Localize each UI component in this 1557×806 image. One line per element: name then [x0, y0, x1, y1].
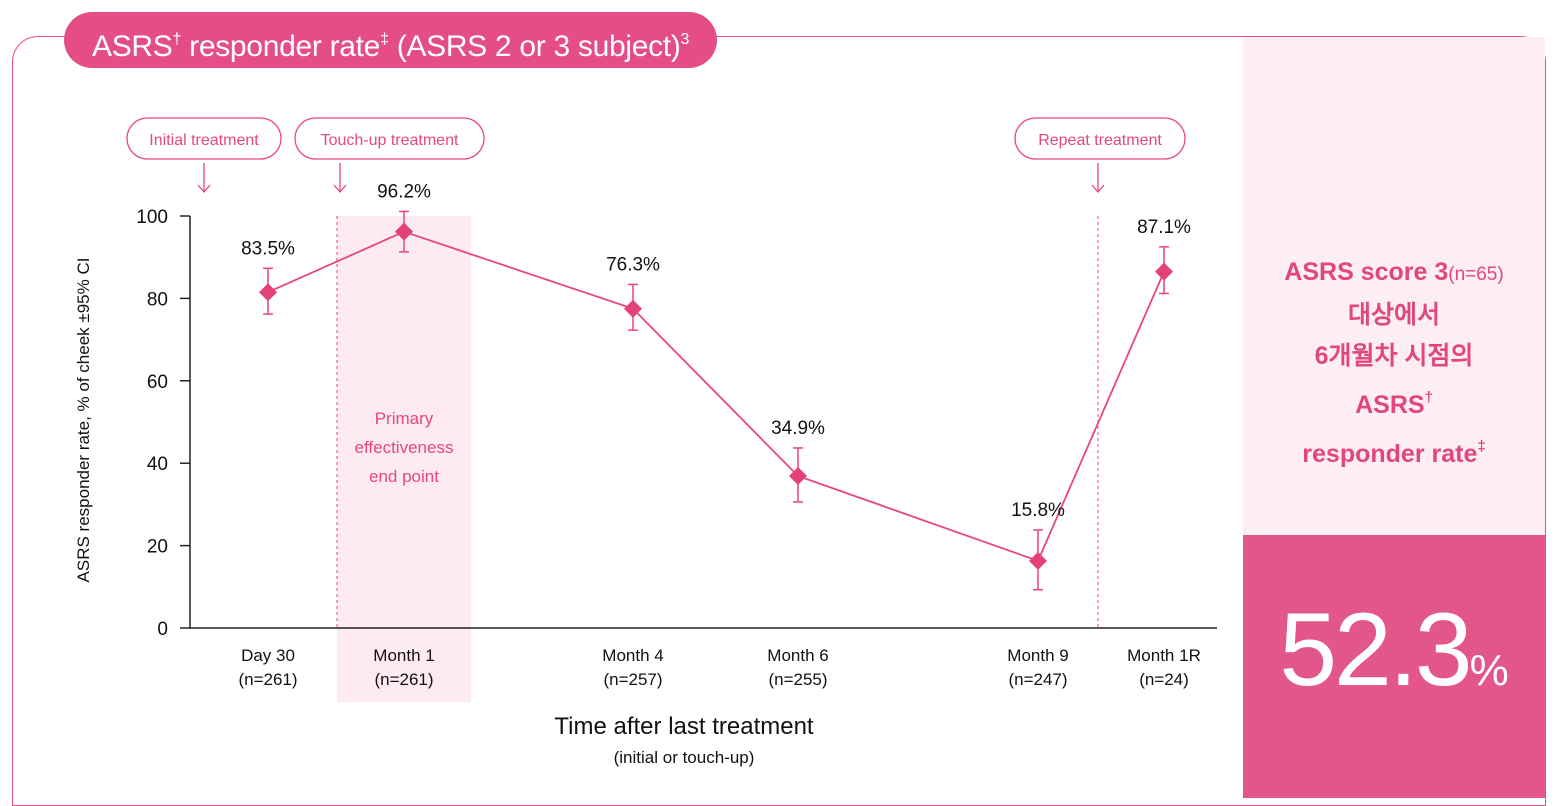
y-tick-label: 60	[147, 372, 168, 393]
treatment-pill-label: Initial treatment	[149, 132, 259, 149]
data-label: 34.9%	[771, 418, 825, 439]
y-tick-label: 80	[147, 289, 168, 310]
treatment-pill-label: Touch-up treatment	[321, 132, 459, 149]
treatment-pill	[294, 117, 485, 160]
data-label: 96.2%	[377, 181, 431, 202]
treatment-pill	[126, 117, 282, 160]
data-label: 87.1%	[1137, 217, 1191, 238]
highlight-band	[337, 216, 471, 702]
treatment-arrow-head	[197, 184, 211, 193]
side-line5: responder rate	[1302, 440, 1478, 468]
x-tick-label: Month 6	[767, 646, 828, 665]
data-label: 83.5%	[241, 238, 295, 259]
x-tick-n-label: (n=255)	[768, 670, 827, 689]
x-axis-label: Time after last treatment	[554, 713, 814, 740]
side-line1: ASRS score 3	[1284, 258, 1449, 286]
highlight-label: end point	[369, 467, 439, 486]
highlight-label: effectiveness	[355, 438, 454, 457]
data-point-marker	[259, 283, 277, 302]
x-tick-n-label: (n=261)	[374, 670, 433, 689]
x-tick-label: Month 4	[602, 646, 663, 665]
treatment-arrow-head	[333, 184, 347, 193]
x-tick-label: Month 1	[373, 646, 434, 665]
side-line3: 6개월차 시점의	[1314, 342, 1474, 370]
y-tick-label: 0	[157, 619, 168, 640]
x-tick-label: Day 30	[241, 646, 295, 665]
y-tick-label: 40	[147, 454, 168, 475]
highlight-value: 52.3%	[1279, 592, 1509, 708]
highlight-label: Primary	[375, 409, 434, 428]
side-line4: ASRS	[1355, 391, 1425, 419]
data-point-marker	[1029, 551, 1047, 570]
data-label: 76.3%	[606, 254, 660, 275]
data-label: 15.8%	[1011, 500, 1065, 521]
side-line2: 대상에서	[1347, 301, 1440, 329]
side-panel-bottom	[1243, 535, 1545, 798]
side-line1-n: (n=65)	[1448, 264, 1504, 285]
data-point-marker	[395, 222, 413, 241]
x-tick-label: Month 1R	[1127, 646, 1201, 665]
x-tick-label: Month 9	[1007, 646, 1068, 665]
data-point-marker	[624, 299, 642, 318]
x-tick-n-label: (n=257)	[603, 670, 662, 689]
chart-title: ASRS† responder rate‡ (ASRS 2 or 3 subje…	[64, 12, 718, 68]
x-tick-n-label: (n=247)	[1008, 670, 1067, 689]
x-axis-sublabel: (initial or touch-up)	[614, 748, 755, 767]
data-point-marker	[1155, 262, 1173, 281]
data-point-marker	[789, 466, 807, 485]
x-tick-n-label: (n=24)	[1139, 670, 1189, 689]
x-tick-n-label: (n=261)	[238, 670, 297, 689]
side-panel-text: ASRS score 3(n=65) 대상에서 6개월차 시점의 ASRS† r…	[1243, 252, 1545, 475]
treatment-arrow-head	[1091, 184, 1105, 193]
treatment-pill	[1014, 117, 1186, 160]
treatment-pill-label: Repeat treatment	[1038, 132, 1162, 149]
y-axis-label: ASRS responder rate, % of cheek ±95% CI	[74, 258, 93, 583]
y-tick-label: 20	[147, 537, 168, 558]
series-line	[267, 230, 1165, 562]
side-panel-top	[1243, 37, 1545, 535]
y-tick-label: 100	[136, 207, 168, 228]
